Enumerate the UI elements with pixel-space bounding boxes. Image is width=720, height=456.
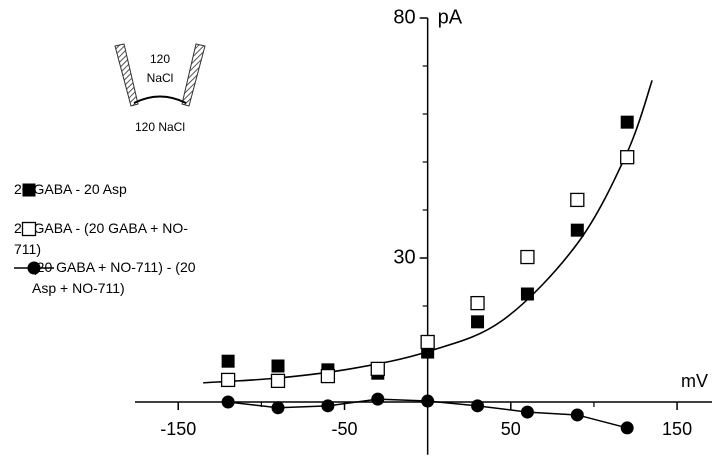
legend-entry: 20 GABA - 20 Asp — [14, 181, 194, 200]
point — [271, 401, 285, 415]
point — [470, 295, 485, 311]
legend-swatch — [14, 261, 54, 275]
y-tick-label: 30 — [393, 246, 415, 268]
legend-label: 20 GABA - 20 Asp — [14, 181, 127, 197]
pipette-inset — [114, 43, 206, 107]
point — [221, 354, 235, 368]
point — [471, 399, 485, 413]
point — [27, 261, 41, 275]
point — [620, 150, 635, 165]
legend-swatch — [21, 221, 37, 237]
point — [321, 399, 335, 413]
point — [21, 221, 37, 237]
legend-swatch — [22, 183, 36, 197]
point — [471, 315, 485, 329]
legend-entry: (20 GABA + NO-711) - (20 Asp + NO-711) — [14, 259, 212, 299]
legend-label: 20 GABA - (20 GABA + NO-711) — [14, 220, 188, 257]
point — [221, 395, 235, 409]
y-tick-label: 80 — [393, 6, 415, 28]
point — [620, 421, 634, 435]
point — [421, 394, 435, 408]
point — [420, 334, 435, 350]
inset-label: 120 NaCl — [135, 120, 185, 134]
point — [570, 192, 585, 208]
inset-label: NaCl — [147, 71, 174, 85]
point — [371, 392, 385, 406]
point — [570, 408, 584, 422]
legend-label: (20 GABA + NO-711) - (20 Asp + NO-711) — [32, 259, 196, 296]
point — [520, 249, 535, 265]
x-tick-label: 150 — [662, 419, 692, 439]
x-tick-label: -150 — [160, 419, 196, 439]
legend-entry: 20 GABA - (20 GABA + NO-711) — [14, 220, 194, 260]
fit-curve — [203, 80, 653, 384]
inset-label: 120 — [150, 52, 170, 66]
point — [620, 115, 634, 129]
point — [520, 287, 534, 301]
x-axis-label: mV — [681, 371, 708, 391]
point — [570, 223, 584, 237]
point — [520, 405, 534, 419]
point — [220, 372, 236, 388]
point — [320, 368, 336, 384]
point — [22, 183, 36, 197]
point — [271, 359, 285, 373]
x-tick-label: 50 — [501, 419, 521, 439]
y-axis-label: pA — [438, 6, 463, 28]
x-tick-label: -50 — [332, 419, 358, 439]
point — [370, 361, 385, 377]
point — [270, 373, 286, 389]
